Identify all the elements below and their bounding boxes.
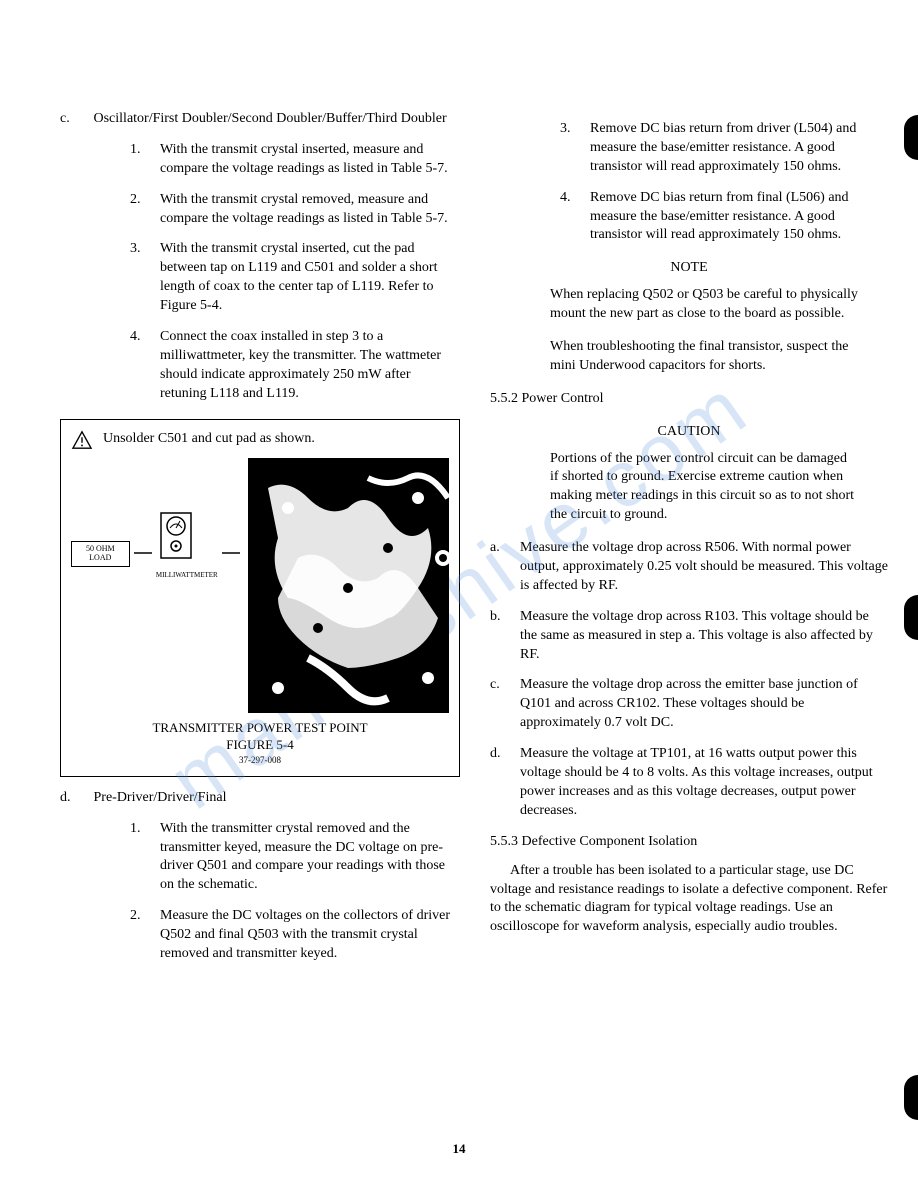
section-d: d. Pre-Driver/Driver/Final (60, 789, 460, 808)
section-title: Pre-Driver/Driver/Final (94, 789, 459, 808)
list-item: a. Measure the voltage drop across R506.… (490, 539, 888, 596)
item-text: Measure the DC voltages on the collector… (160, 907, 460, 964)
item-text: Measure the voltage drop across R103. Th… (520, 608, 888, 665)
connector-line (222, 538, 240, 568)
figure-code: 37-297-008 (71, 754, 449, 766)
item-text: With the transmitter crystal removed and… (160, 820, 460, 896)
section-d-list: 1. With the transmitter crystal removed … (130, 820, 460, 964)
item-number: 4. (130, 328, 160, 404)
list-item: c. Measure the voltage drop across the e… (490, 676, 888, 733)
load-meter-group: 50 OHM LOAD (71, 458, 240, 581)
item-number: 1. (130, 141, 160, 179)
figure-caption: TRANSMITTER POWER TEST POINT (71, 719, 449, 737)
item-number: 3. (560, 120, 590, 177)
load-box: 50 OHM LOAD (71, 541, 130, 567)
item-letter: d. (490, 745, 520, 821)
section-label: c. (60, 110, 90, 129)
item-text: Measure the voltage drop across the emit… (520, 676, 888, 733)
item-number: 1. (130, 820, 160, 896)
item-text: Measure the voltage drop across R506. Wi… (520, 539, 888, 596)
note-text: When troubleshooting the final transisto… (550, 338, 858, 376)
item-number: 2. (130, 191, 160, 229)
item-text: Measure the voltage at TP101, at 16 watt… (520, 745, 888, 821)
item-text: Remove DC bias return from driver (L504)… (590, 120, 888, 177)
continued-list: 3. Remove DC bias return from driver (L5… (560, 120, 888, 245)
section-label: d. (60, 789, 90, 808)
page-tab (904, 1075, 918, 1120)
power-control-list: a. Measure the voltage drop across R506.… (490, 539, 888, 821)
item-number: 4. (560, 189, 590, 246)
figure-header: Unsolder C501 and cut pad as shown. (71, 430, 449, 450)
pcb-image (248, 458, 449, 713)
figure-instruction: Unsolder C501 and cut pad as shown. (103, 430, 315, 449)
list-item: 1. With the transmit crystal inserted, m… (130, 141, 460, 179)
figure-5-4: Unsolder C501 and cut pad as shown. 50 O… (60, 419, 460, 777)
item-number: 2. (130, 907, 160, 964)
page-number: 14 (453, 1140, 466, 1158)
figure-number: FIGURE 5-4 (71, 736, 449, 754)
item-text: With the transmit crystal removed, measu… (160, 191, 460, 229)
item-letter: c. (490, 676, 520, 733)
meter-group: MILLIWATTMETER (156, 458, 218, 581)
item-text: With the transmit crystal inserted, cut … (160, 240, 460, 316)
caution-label: CAUTION (490, 423, 888, 442)
right-column: 3. Remove DC bias return from driver (L5… (490, 110, 888, 976)
connector-line (134, 538, 152, 568)
list-item: d. Measure the voltage at TP101, at 16 w… (490, 745, 888, 821)
section-5-5-2-title: 5.5.2 Power Control (490, 390, 888, 409)
item-text: Connect the coax installed in step 3 to … (160, 328, 460, 404)
list-item: 1. With the transmitter crystal removed … (130, 820, 460, 896)
meter-icon (156, 508, 196, 563)
page-content: c. Oscillator/First Doubler/Second Doubl… (60, 110, 888, 976)
list-item: 2. With the transmit crystal removed, me… (130, 191, 460, 229)
section-5-5-3-text: After a trouble has been isolated to a p… (490, 862, 888, 938)
list-item: 3. Remove DC bias return from driver (L5… (560, 120, 888, 177)
page-tab (904, 115, 918, 160)
list-item: b. Measure the voltage drop across R103.… (490, 608, 888, 665)
warning-icon (71, 430, 93, 450)
page-tab (904, 595, 918, 640)
section-c-list: 1. With the transmit crystal inserted, m… (130, 141, 460, 404)
list-item: 4. Connect the coax installed in step 3 … (130, 328, 460, 404)
item-text: Remove DC bias return from final (L506) … (590, 189, 888, 246)
item-letter: a. (490, 539, 520, 596)
list-item: 3. With the transmit crystal inserted, c… (130, 240, 460, 316)
item-number: 3. (130, 240, 160, 316)
item-letter: b. (490, 608, 520, 665)
caution-text: Portions of the power control circuit ca… (550, 450, 858, 526)
list-item: 2. Measure the DC voltages on the collec… (130, 907, 460, 964)
item-text: With the transmit crystal inserted, meas… (160, 141, 460, 179)
section-5-5-3-title: 5.5.3 Defective Component Isolation (490, 833, 888, 852)
meter-label: MILLIWATTMETER (156, 571, 218, 580)
section-title: Oscillator/First Doubler/Second Doubler/… (94, 110, 459, 129)
section-c: c. Oscillator/First Doubler/Second Doubl… (60, 110, 460, 129)
note-label: NOTE (490, 259, 888, 278)
note-text: When replacing Q502 or Q503 be careful t… (550, 286, 858, 324)
left-column: c. Oscillator/First Doubler/Second Doubl… (60, 110, 460, 976)
list-item: 4. Remove DC bias return from final (L50… (560, 189, 888, 246)
figure-content: 50 OHM LOAD (71, 458, 449, 713)
